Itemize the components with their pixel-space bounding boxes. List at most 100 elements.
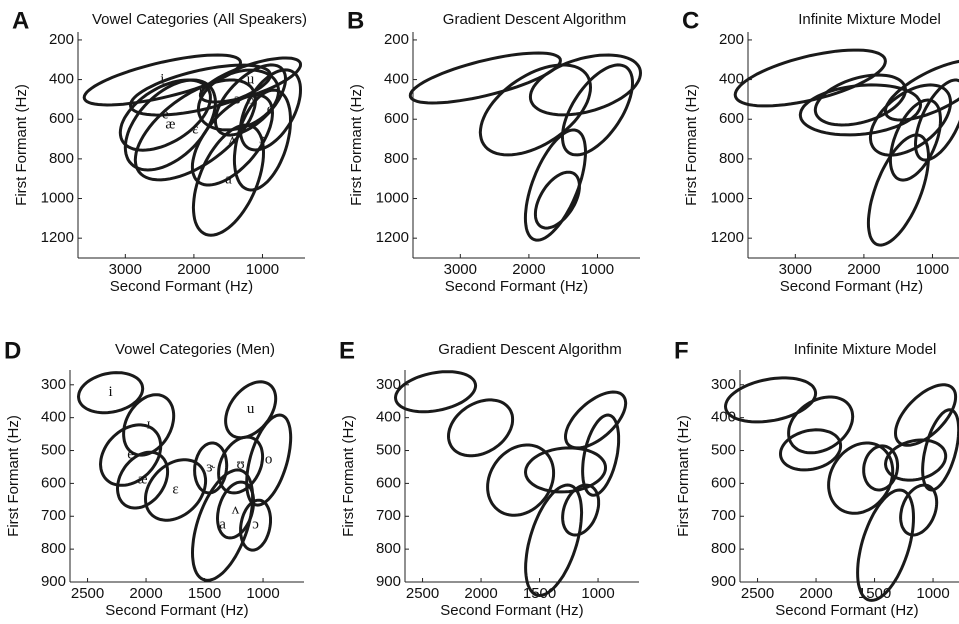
panel-letter: E [339, 337, 355, 364]
category-ellipse [245, 413, 293, 507]
y-tick-label: 500 [41, 441, 66, 458]
panel-letter: F [674, 337, 689, 364]
panel-title: Infinite Mixture Model [798, 11, 941, 28]
x-tick-label: 1000 [581, 585, 614, 602]
vowel-label: ʊ [236, 456, 244, 472]
panel-title: Vowel Categories (All Speakers) [92, 11, 307, 28]
category-ellipse [217, 435, 265, 495]
x-tick-label: 2000 [799, 585, 832, 602]
category-ellipse [827, 441, 895, 515]
category-ellipse [190, 93, 275, 187]
x-tick-label: 2500 [71, 585, 104, 602]
y-axis-label: First Formant (Hz) [348, 84, 365, 206]
vowel-label: ʌ [229, 131, 237, 147]
y-tick-label: 1000 [41, 189, 74, 206]
y-tick-label: 700 [711, 507, 736, 524]
x-tick-label: 1000 [246, 261, 279, 278]
category-ellipse [193, 441, 229, 495]
y-tick-label: 200 [719, 31, 744, 48]
y-tick-label: 900 [711, 573, 736, 590]
vowel-label: o [265, 451, 273, 467]
y-tick-label: 500 [376, 441, 401, 458]
y-tick-label: 400 [41, 409, 66, 426]
category-ellipse [723, 376, 818, 424]
category-ellipse [232, 88, 293, 192]
vowel-label: ɛ [172, 481, 178, 497]
y-tick-label: 300 [41, 376, 66, 393]
y-tick-label: 800 [49, 150, 74, 167]
x-tick-label: 1000 [916, 261, 949, 278]
category-ellipse [856, 488, 916, 602]
category-ellipse [560, 63, 635, 157]
x-tick-label: 3000 [444, 261, 477, 278]
y-axis-label: First Formant (Hz) [675, 415, 692, 537]
y-tick-label: 700 [376, 507, 401, 524]
vowel-label: i [160, 71, 164, 87]
category-ellipse [98, 423, 163, 487]
y-axis-label: First Formant (Hz) [340, 415, 357, 537]
category-ellipse [899, 483, 939, 537]
x-tick-label: 2000 [464, 585, 497, 602]
x-axis-label: Second Formant (Hz) [775, 602, 918, 619]
y-axis-label: First Formant (Hz) [5, 415, 22, 537]
category-ellipse [143, 458, 208, 522]
category-ellipse [778, 428, 843, 472]
y-tick-label: 500 [711, 441, 736, 458]
category-ellipse [198, 56, 303, 104]
y-tick-label: 400 [49, 71, 74, 88]
y-tick-label: 1200 [711, 229, 744, 246]
category-ellipse [787, 395, 855, 455]
category-ellipse [76, 371, 145, 415]
vowel-label: e [127, 447, 134, 463]
y-tick-label: 300 [711, 376, 736, 393]
category-ellipse [118, 78, 212, 152]
y-tick-label: 1200 [41, 229, 74, 246]
x-tick-label: 2000 [129, 585, 162, 602]
x-tick-label: 1000 [916, 585, 949, 602]
category-ellipse [866, 133, 931, 247]
vowel-label: u [247, 401, 255, 417]
vowel-label: æ [165, 116, 175, 132]
category-ellipse [82, 53, 243, 107]
category-ellipse [528, 53, 643, 117]
x-tick-label: 3000 [109, 261, 142, 278]
category-ellipse [446, 398, 515, 458]
y-tick-label: 300 [376, 376, 401, 393]
y-tick-label: 800 [711, 540, 736, 557]
y-tick-label: 800 [376, 540, 401, 557]
vowel-label: æ [138, 472, 148, 488]
vowel-label: ɪ [198, 82, 202, 98]
vowel-label: e [162, 107, 169, 123]
y-tick-label: 600 [384, 110, 409, 127]
y-tick-label: 800 [384, 150, 409, 167]
x-tick-label: 2500 [741, 585, 774, 602]
category-ellipse [523, 128, 588, 242]
category-ellipse [524, 483, 584, 598]
category-ellipse [486, 443, 556, 517]
x-tick-label: 1500 [188, 585, 221, 602]
vowel-label: a [219, 517, 226, 533]
y-tick-label: 1000 [376, 189, 409, 206]
vowel-label: i [109, 384, 113, 400]
panel-letter: A [12, 7, 29, 34]
y-tick-label: 900 [41, 573, 66, 590]
panel-letter: D [4, 337, 21, 364]
category-ellipse [893, 383, 958, 447]
category-ellipse [883, 438, 948, 482]
panel-title: Gradient Descent Algorithm [438, 341, 621, 358]
category-ellipse [888, 98, 943, 182]
y-tick-label: 900 [376, 573, 401, 590]
y-tick-label: 600 [376, 474, 401, 491]
category-ellipse [478, 63, 593, 157]
y-tick-label: 600 [719, 110, 744, 127]
category-ellipse [408, 51, 562, 105]
y-tick-label: 1200 [376, 229, 409, 246]
y-tick-label: 600 [49, 110, 74, 127]
y-tick-label: 200 [49, 31, 74, 48]
y-tick-label: 1000 [711, 189, 744, 206]
category-ellipse [239, 498, 272, 552]
y-tick-label: 600 [41, 474, 66, 491]
category-ellipse [190, 468, 255, 582]
category-ellipse [581, 413, 621, 497]
